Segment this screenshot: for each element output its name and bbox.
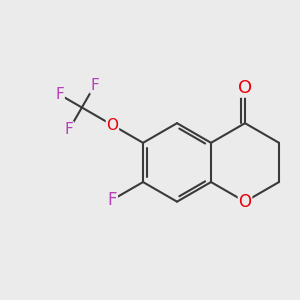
Text: O: O: [238, 193, 251, 211]
Text: F: F: [56, 87, 64, 102]
Text: F: F: [108, 191, 117, 209]
Text: O: O: [106, 118, 119, 133]
Text: F: F: [90, 78, 99, 93]
Text: F: F: [65, 122, 74, 137]
Text: O: O: [238, 79, 252, 97]
